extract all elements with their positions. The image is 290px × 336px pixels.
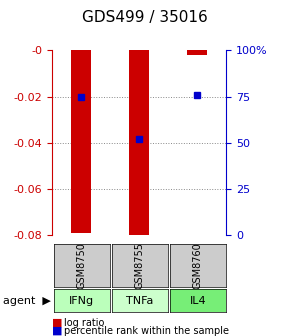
Text: IFNg: IFNg [69,296,95,306]
Bar [71,50,91,233]
Text: log ratio: log ratio [64,318,104,328]
Text: GSM8755: GSM8755 [135,242,145,289]
Text: agent  ▶: agent ▶ [3,296,51,306]
Text: TNFa: TNFa [126,296,154,306]
Text: ■: ■ [52,326,63,336]
Text: GDS499 / 35016: GDS499 / 35016 [82,10,208,25]
Bar [129,50,149,238]
Text: IL4: IL4 [190,296,206,306]
Text: percentile rank within the sample: percentile rank within the sample [64,326,229,336]
Text: GSM8750: GSM8750 [77,242,87,289]
Text: GSM8760: GSM8760 [193,242,203,289]
Text: ■: ■ [52,318,63,328]
Bar [187,50,207,55]
